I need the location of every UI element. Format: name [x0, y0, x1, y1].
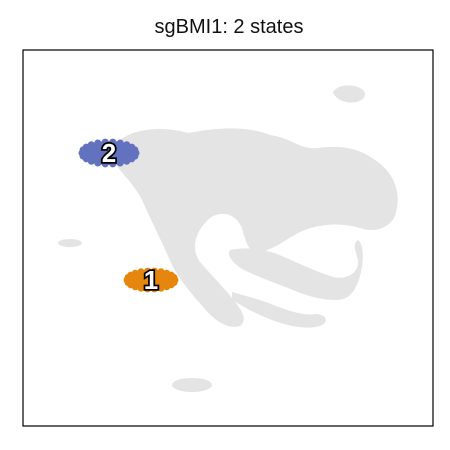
cluster-point: [94, 160, 101, 167]
bg-island-left: [58, 239, 82, 247]
cluster-point: [117, 160, 124, 167]
cluster-point: [88, 141, 95, 148]
cluster-point: [171, 274, 178, 281]
cluster-point: [131, 146, 138, 153]
cluster-point: [94, 140, 101, 147]
chart-title: sgBMI1: 2 states: [155, 16, 304, 38]
cluster-point: [123, 158, 130, 165]
cluster-point: [117, 140, 124, 147]
plot-frame: [23, 50, 433, 426]
bg-island-bottom: [172, 378, 212, 392]
cluster-label-1: 1: [144, 265, 158, 295]
cluster-label-2: 2: [102, 138, 116, 168]
cluster-point: [158, 285, 165, 292]
